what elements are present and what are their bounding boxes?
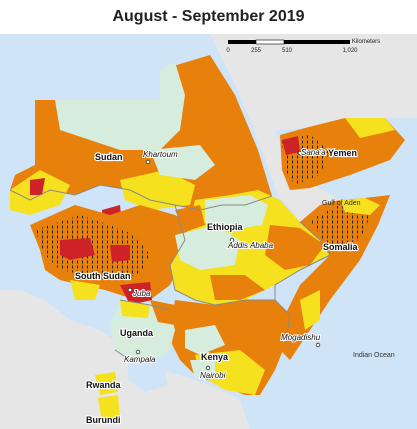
yemen-stressed — [345, 118, 395, 138]
south-sudan-emergency-1 — [60, 238, 95, 260]
label-yemen: Yemen — [328, 148, 357, 158]
uganda-stressed-north — [120, 300, 150, 318]
scale-tick-1: 255 — [251, 48, 262, 54]
scale-unit: Kilometers — [352, 39, 380, 45]
label-sanaa: Sana'a — [301, 148, 326, 157]
kampala-marker — [135, 349, 141, 355]
label-kenya: Kenya — [201, 352, 229, 362]
lake-victoria — [128, 358, 168, 392]
label-rwanda: Rwanda — [86, 380, 122, 390]
scale-tick-3: 1,020 — [342, 48, 358, 54]
addis-ababa-marker — [229, 237, 235, 243]
south-sudan-emergency-2 — [110, 245, 130, 262]
label-south-sudan: South Sudan — [75, 271, 131, 281]
sudan-emergency-1 — [30, 178, 45, 195]
label-sudan: Sudan — [95, 152, 123, 162]
ethiopia-crisis-east — [265, 225, 325, 270]
label-uganda: Uganda — [120, 328, 154, 338]
ethiopia-minimal-north — [205, 195, 268, 230]
food-security-map: 0 255 510 1,020 Kilometers Sudan South S… — [0, 34, 417, 429]
label-nairobi: Nairobi — [200, 371, 226, 380]
sudan-stressed-2 — [120, 170, 195, 210]
nairobi-marker — [205, 365, 211, 371]
juba-marker — [127, 287, 133, 293]
south-sudan-emergency-3 — [120, 282, 152, 305]
country-labels: Sudan South Sudan Ethiopia Somalia Yemen… — [74, 147, 360, 426]
sudan-north-minimal — [55, 62, 185, 150]
sudan-minimal-2 — [150, 145, 215, 180]
label-kampala: Kampala — [124, 355, 156, 364]
burundi-region — [98, 395, 120, 422]
water-labels: Gulf of Aden Indian Ocean — [322, 200, 395, 359]
ethiopia-crisis-west — [175, 205, 205, 232]
rwanda-region — [95, 372, 118, 395]
city-markers — [127, 150, 321, 371]
label-mogadishu: Mogadishu — [281, 333, 321, 342]
label-burundi: Burundi — [86, 415, 121, 425]
kenya-minimal-central — [185, 325, 225, 355]
city-labels: Khartoum Addis Ababa Sana'a Juba Kampala… — [123, 147, 327, 381]
ethiopia-minimal-central — [175, 225, 240, 270]
map-title: August - September 2019 — [112, 8, 305, 25]
scale-bar: 0 255 510 1,020 Kilometers — [226, 39, 380, 54]
label-gulf-of-aden: Gulf of Aden — [322, 200, 361, 207]
yemen-emergency — [282, 136, 300, 155]
label-khartoum: Khartoum — [143, 150, 178, 159]
somalia-hatched — [310, 202, 375, 250]
scale-tick-0: 0 — [226, 48, 230, 54]
country-borders — [9, 184, 331, 361]
label-juba: Juba — [132, 289, 151, 298]
somalia-stressed-north — [340, 198, 380, 215]
label-indian-ocean: Indian Ocean — [353, 352, 395, 359]
somalia-stressed-south — [300, 290, 320, 330]
mogadishu-marker — [315, 342, 321, 348]
kenya-minimal-nairobi — [190, 360, 215, 378]
ethiopia-crisis-south — [210, 275, 265, 300]
label-addis-ababa: Addis Ababa — [227, 241, 274, 250]
sanaa-marker — [297, 150, 303, 156]
outside-land-arabia — [250, 34, 417, 125]
scale-tick-2: 510 — [282, 48, 293, 54]
label-somalia: Somalia — [323, 242, 359, 252]
outside-land-west — [0, 34, 140, 429]
south-sudan-stressed-1 — [70, 280, 100, 300]
label-ethiopia: Ethiopia — [207, 222, 243, 232]
khartoum-marker — [145, 159, 151, 165]
